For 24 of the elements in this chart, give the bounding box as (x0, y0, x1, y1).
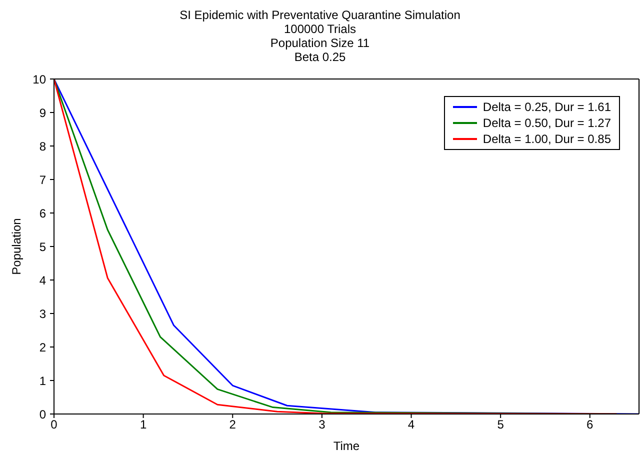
x-tick-label: 4 (408, 418, 415, 432)
y-tick-label: 1 (39, 374, 46, 388)
y-tick-label: 0 (39, 407, 46, 422)
y-tick-label: 2 (39, 340, 46, 354)
legend-label: Delta = 0.50, Dur = 1.27 (482, 115, 611, 131)
x-tick-label: 5 (497, 418, 504, 432)
x-tick-label: 3 (318, 418, 326, 432)
y-tick-label: 5 (39, 240, 46, 254)
x-tick-label: 1 (140, 418, 147, 432)
x-axis-title: Time (333, 439, 360, 453)
x-tick-label: 0 (50, 418, 58, 432)
y-tick-label: 3 (39, 306, 46, 321)
y-tick-label: 10 (32, 72, 46, 86)
y-tick-label: 4 (39, 273, 46, 288)
legend-label: Delta = 0.25, Dur = 1.61 (482, 99, 611, 115)
chart-title: SI Epidemic with Preventative Quarantine Simulation 100000 Trials Population Size 11 Beta 0.25 (178, 8, 462, 64)
y-tick-label: 8 (39, 139, 46, 154)
y-tick-label: 6 (39, 206, 46, 220)
y-tick-label: 7 (39, 172, 46, 187)
x-tick-label: 2 (229, 418, 236, 432)
y-axis-title: Population (9, 218, 24, 275)
x-tick-label: 6 (586, 418, 594, 432)
legend-label: Delta = 1.00, Dur = 0.85 (482, 131, 611, 147)
y-tick-label: 9 (39, 106, 46, 120)
